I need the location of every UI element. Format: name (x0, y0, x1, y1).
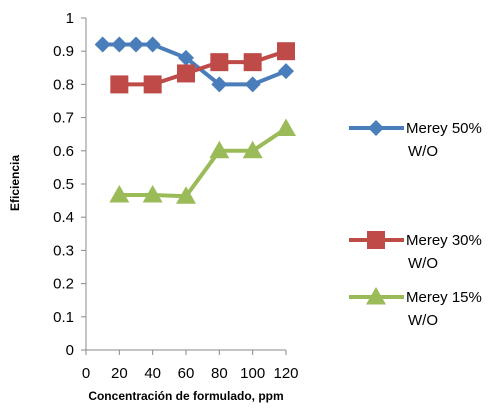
data-point (176, 186, 196, 204)
data-point (144, 36, 161, 53)
data-point (211, 76, 228, 93)
data-point (177, 64, 195, 83)
legend-entry-3: Merey 15% W/O (349, 287, 482, 329)
series-2 (110, 42, 295, 94)
x-tick-label: 40 (144, 365, 161, 382)
x-tick-label: 80 (211, 365, 228, 382)
y-axis-ticks: 0 0.1 0.2 0.3 0.4 0.5 0.6 0.7 0.8 0.9 1 (53, 10, 86, 359)
series-line (119, 126, 288, 199)
y-tick-label: 0.7 (53, 110, 74, 127)
x-tick-label: 0 (82, 365, 90, 382)
y-tick-label: 0.3 (53, 242, 74, 259)
data-point (109, 184, 130, 203)
y-tick-label: 0.9 (53, 43, 74, 60)
series-1 (94, 36, 294, 93)
legend-label: Merey 30% (406, 232, 482, 249)
y-axis-label: Eficiencia (8, 155, 22, 211)
data-point (243, 53, 262, 72)
data-point (142, 184, 163, 203)
legend-marker (368, 120, 384, 136)
y-tick-label: 0 (66, 342, 74, 359)
series-3 (109, 118, 296, 204)
x-tick-label: 100 (240, 365, 265, 382)
y-tick-label: 0.4 (53, 209, 74, 226)
legend-label: W/O (408, 143, 438, 160)
y-tick-label: 1 (66, 10, 74, 27)
data-point (210, 53, 229, 72)
data-point (244, 76, 261, 93)
data-point (242, 140, 263, 159)
data-point (94, 36, 111, 53)
legend-label: Merey 15% (406, 289, 482, 306)
legend-label: W/O (408, 255, 438, 272)
legend-entry-2: Merey 30% W/O (349, 231, 482, 272)
data-point (110, 75, 129, 94)
y-tick-label: 0.5 (53, 176, 74, 193)
x-axis-label: Concentración de formulado, ppm (88, 389, 283, 403)
legend-entry-1: Merey 50% W/O (349, 120, 482, 160)
data-point (278, 63, 294, 80)
x-tick-label: 120 (273, 365, 298, 382)
y-tick-label: 0.8 (53, 76, 74, 93)
data-point (128, 36, 144, 53)
series-group (94, 36, 296, 204)
data-point (209, 140, 230, 159)
y-tick-label: 0.2 (53, 276, 74, 293)
legend-marker (366, 287, 386, 305)
data-point (178, 49, 194, 66)
legend: Merey 50% W/O Merey 30% W/O Merey 15% W/O (349, 120, 482, 329)
x-tick-label: 20 (111, 365, 128, 382)
data-point (111, 36, 128, 53)
data-point (277, 42, 295, 61)
legend-label: W/O (408, 312, 438, 329)
y-tick-label: 0.6 (53, 143, 74, 160)
y-tick-label: 0.1 (53, 309, 74, 326)
x-tick-label: 60 (178, 365, 195, 382)
data-point (143, 75, 162, 94)
x-axis-ticks: 0 20 40 60 80 100 120 (82, 350, 299, 382)
data-point (276, 118, 296, 137)
legend-marker (367, 231, 385, 249)
legend-label: Merey 50% (406, 120, 482, 137)
